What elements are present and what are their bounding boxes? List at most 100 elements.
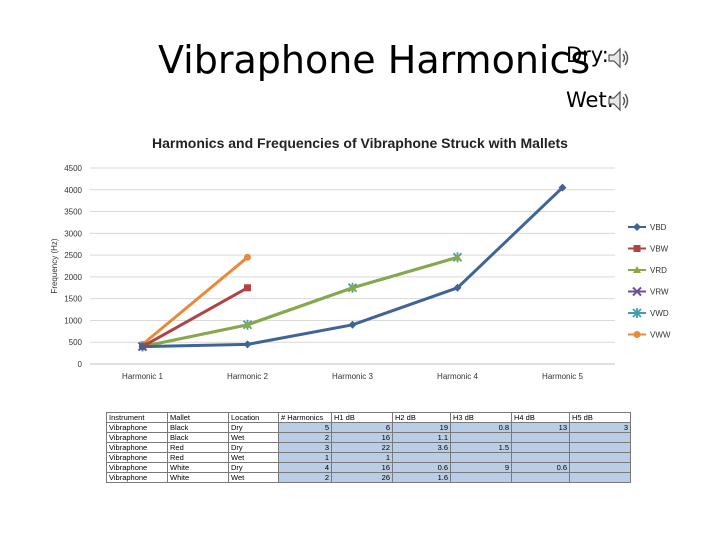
legend-marker [632,308,642,318]
x-tick-label: Harmonic 2 [227,372,268,381]
table-cell [450,432,512,443]
table-row: Vibraphone Red Wet 1 1 [106,452,631,463]
table-row: Vibraphone Black Wet 2 16 1.1 [106,432,631,443]
table-cell [511,432,570,443]
x-tick-label: Harmonic 4 [437,372,478,381]
y-tick-label: 4500 [64,164,82,173]
table-cell: 22 [331,442,393,453]
table-cell [511,452,570,463]
y-axis-label: Frequency (Hz) [50,238,59,293]
table-cell: Black [167,422,229,433]
y-tick-label: 3000 [64,229,82,238]
legend-marker [633,223,641,231]
table-cell [569,432,631,443]
table-cell: 1.1 [392,432,451,443]
table-cell: White [167,462,229,473]
speaker-icon[interactable] [606,89,630,113]
legend-label: VRD [650,266,667,275]
table-row: Vibraphone Black Dry 5 6 19 0.8 13 3 [106,422,631,433]
speaker-icon[interactable] [606,46,630,70]
legend-label: VWW [650,331,671,340]
data-point-vbd [453,283,462,292]
table-cell: 0.6 [511,462,570,473]
table-cell [450,472,512,483]
table-header-cell: Instrument [106,412,168,423]
table-header-cell: H1 dB [331,412,393,423]
table-cell: 3 [569,422,631,433]
table-cell: 19 [392,422,451,433]
legend-marker [633,266,641,273]
table-cell: 2 [278,472,332,483]
table-cell: 0.6 [392,462,451,473]
table-row: Vibraphone Red Dry 3 22 3.6 1.5 [106,442,631,453]
data-point-vbd [138,342,147,351]
table-header-cell: H5 dB [569,412,631,423]
table-cell: 5 [278,422,332,433]
table-cell: Black [167,432,229,443]
y-tick-label: 500 [69,338,83,347]
table-header-cell: # Harmonics [278,412,332,423]
table-cell: 1 [331,452,393,463]
table-cell: Vibraphone [106,432,168,443]
series-line-vbw [141,286,249,348]
legend-marker [633,331,641,338]
table-cell: Dry [228,462,279,473]
y-tick-label: 4000 [64,186,82,195]
table-header-cell: H3 dB [450,412,512,423]
table-cell [569,452,631,463]
table-cell [569,472,631,483]
table-header-cell: H4 dB [511,412,570,423]
series-line-vww [141,256,249,346]
table-cell: 4 [278,462,332,473]
table-cell: Red [167,452,229,463]
table-header-cell: H2 dB [392,412,451,423]
table-cell: 1.6 [392,472,451,483]
table-cell: 3 [278,442,332,453]
legend-label: VBD [650,223,667,232]
table-cell: Wet [228,452,279,463]
legend-marker [632,286,642,297]
data-point-vbd [558,183,567,192]
table-cell [569,462,631,473]
table-row: Vibraphone White Wet 2 26 1.6 [106,472,631,483]
table-cell: Vibraphone [106,462,168,473]
legend-label: VWD [650,309,669,318]
table-row: Vibraphone White Dry 4 16 0.6 9 0.6 [106,462,631,473]
table-cell: Wet [228,432,279,443]
table-cell: 0.8 [450,422,512,433]
y-tick-label: 2000 [64,273,82,282]
table-cell: Vibraphone [106,442,168,453]
data-point-vrd [348,283,357,291]
x-tick-label: Harmonic 3 [332,372,373,381]
table-header-row: Instrument Mallet Location # Harmonics H1 dB… [106,412,631,423]
data-point-vww [244,253,251,261]
chart-title: Harmonics and Frequencies of Vibraphone … [152,135,568,151]
y-tick-label: 1500 [64,295,82,304]
table-cell: Vibraphone [106,422,168,433]
y-tick-label: 3500 [64,208,82,217]
data-point-vrd [243,320,252,328]
x-tick-label: Harmonic 5 [542,372,583,381]
table-cell: 1 [278,452,332,463]
table-cell: Wet [228,472,279,483]
table-header-cell: Mallet [167,412,229,423]
table-cell [511,472,570,483]
wet-label: Wet: [566,88,614,112]
slide-title: Vibraphone Harmonics [158,38,591,82]
table-header-cell: Location [228,412,279,423]
legend-label: VBW [650,245,669,254]
table-cell [392,452,451,463]
legend-marker [633,245,641,252]
table-cell: Vibraphone [106,472,168,483]
y-tick-label: 1000 [64,316,82,325]
table-cell [511,442,570,453]
table-cell: 6 [331,422,393,433]
table-cell: Red [167,442,229,453]
table-cell [569,442,631,453]
table-cell: 16 [331,462,393,473]
data-table: Instrument Mallet Location # Harmonics H1 dB… [106,412,631,483]
y-tick-label: 2500 [64,251,82,260]
series-line-vrd [142,255,458,349]
data-point-vbd [243,340,252,349]
